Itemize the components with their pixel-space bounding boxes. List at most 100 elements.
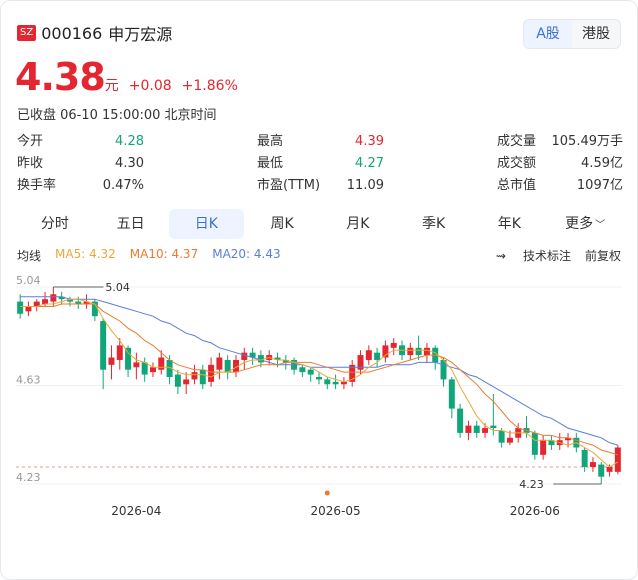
candle-body (224, 359, 231, 373)
event-dot (324, 490, 330, 496)
stat-value: 0.47% (102, 178, 144, 193)
candle-body (166, 359, 173, 377)
candle-body (589, 462, 596, 467)
market-toggle: A股 港股 (523, 19, 621, 49)
candle-body (407, 347, 414, 356)
candle-body (565, 437, 572, 441)
candle-body (125, 347, 132, 370)
x-axis-label: 2026-05 (311, 504, 361, 518)
candle-body (440, 359, 447, 380)
price-block: 4.38 元 +0.08 +1.86% (15, 55, 248, 99)
stat-label: 最高 (257, 134, 284, 149)
stock-header: SZ 000166 申万宏源 (17, 21, 172, 45)
y-tick-label: 4.63 (16, 374, 41, 387)
stats-col-2: 最高 4.39 最低 4.27 市盈(TTM) 11.09 (257, 131, 384, 197)
candle-body (531, 432, 538, 455)
candle-body (415, 347, 422, 356)
candle-body (100, 321, 107, 370)
candle-body (232, 359, 239, 373)
market-tab-a-share[interactable]: A股 (524, 20, 572, 48)
x-axis-label: 2026-06 (510, 504, 560, 518)
tab-weekly-k[interactable]: 周K (270, 216, 294, 232)
period-tabs: 分时 五日 日K 周K 月K 季K 年K 更多 ﹀ (17, 209, 623, 239)
tab-daily-k[interactable]: 日K (168, 209, 245, 239)
market-tab-hk[interactable]: 港股 (582, 26, 610, 42)
candle-body (457, 408, 464, 433)
market-status: 已收盘 06-10 15:00:00 北京时间 (17, 108, 217, 123)
candle-body (324, 379, 331, 385)
candle-body (33, 301, 40, 307)
annotation-icon: ⇝ (495, 249, 506, 263)
stat-label: 换手率 (17, 178, 57, 193)
stat-pe: 市盈(TTM) 11.09 (257, 175, 384, 197)
candle-body (116, 345, 123, 360)
candle-body (340, 381, 347, 385)
tech-annotation-label: 技术标注 (522, 249, 571, 263)
price-change-pct: +1.86% (181, 78, 238, 94)
stat-prev-close: 昨收 4.30 (17, 153, 144, 175)
tech-annotation-button[interactable]: ⇝ 技术标注 (482, 247, 571, 264)
stock-code: 000166 (41, 23, 103, 43)
candle-body (249, 352, 256, 358)
stat-label: 昨收 (17, 156, 44, 171)
adjust-button[interactable]: 前复权 (584, 249, 621, 263)
stock-name: 申万宏源 (108, 25, 173, 44)
candle-body (199, 369, 206, 385)
stat-amount: 成交额 4.59亿 (497, 153, 623, 175)
stat-open: 今开 4.28 (17, 131, 144, 153)
tab-monthly-k[interactable]: 月K (346, 216, 370, 232)
candle-body (598, 464, 605, 477)
stat-market-cap: 总市值 1097亿 (497, 175, 623, 197)
candle-body (274, 357, 281, 360)
candle-body (216, 357, 223, 370)
stat-label: 成交量 (497, 134, 537, 149)
tab-quarterly-k[interactable]: 季K (422, 216, 446, 232)
chevron-down-icon: ﹀ (595, 220, 606, 231)
stat-label: 今开 (17, 134, 44, 149)
price-unit: 元 (104, 78, 119, 94)
stat-value: 4.39 (355, 134, 384, 149)
candle-body (241, 352, 248, 360)
candle-body (465, 425, 472, 433)
candle-body (183, 379, 190, 385)
stat-value: 4.30 (115, 156, 144, 171)
candle-body (25, 306, 32, 312)
candle-body (357, 355, 364, 370)
candle-body (66, 299, 73, 302)
ma10-value: MA10: 4.37 (129, 247, 199, 261)
candle-body (482, 428, 489, 433)
candle-body (498, 430, 505, 443)
tab-five-day[interactable]: 五日 (116, 216, 145, 232)
candle-body (548, 440, 555, 446)
candle-body (191, 372, 198, 380)
ma20-line (20, 296, 618, 446)
x-axis-label: 2026-04 (111, 504, 161, 518)
ma-legend-title: 均线 (17, 249, 42, 263)
stat-label: 成交额 (497, 156, 537, 171)
candle-body (332, 381, 339, 385)
tab-more[interactable]: 更多 ﹀ (547, 209, 623, 239)
ma20-value: MA20: 4.43 (212, 247, 281, 261)
candle-body (316, 376, 322, 380)
stat-label: 总市值 (497, 178, 537, 193)
candle-body (390, 342, 397, 348)
candle-body (540, 440, 547, 455)
tab-yearly-k[interactable]: 年K (497, 216, 521, 232)
stat-volume: 成交量 105.49万手 (497, 131, 623, 153)
tab-intraday[interactable]: 分时 (40, 216, 69, 232)
candle-body (473, 425, 480, 433)
ma5-value: MA5: 4.32 (55, 247, 116, 261)
stat-label: 市盈(TTM) (257, 178, 321, 193)
stat-value: 4.27 (355, 156, 384, 171)
candle-body (506, 437, 513, 443)
candle-body (83, 301, 90, 305)
candle-body (158, 357, 165, 370)
stat-value: 105.49万手 (551, 134, 624, 149)
candle-body (257, 355, 264, 363)
exchange-badge: SZ (17, 25, 37, 41)
candle-body (133, 362, 140, 368)
candle-body (282, 359, 289, 363)
candle-body (141, 362, 148, 375)
